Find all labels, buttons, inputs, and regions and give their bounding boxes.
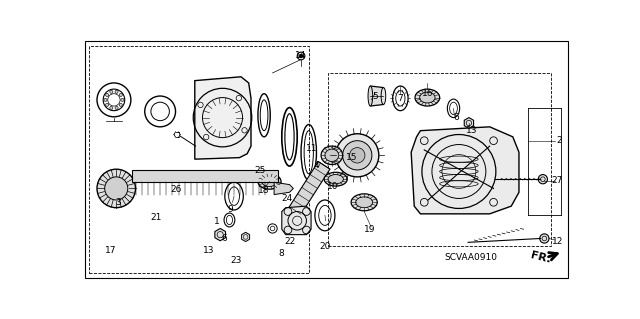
Ellipse shape — [328, 174, 344, 184]
Text: 14: 14 — [294, 51, 306, 60]
Ellipse shape — [349, 148, 365, 163]
Text: 10: 10 — [327, 182, 339, 191]
Text: 17: 17 — [105, 246, 116, 255]
Ellipse shape — [115, 90, 118, 93]
Ellipse shape — [105, 177, 128, 200]
Text: 12: 12 — [552, 237, 563, 246]
Ellipse shape — [351, 194, 378, 211]
Text: 16: 16 — [422, 89, 433, 98]
Ellipse shape — [106, 93, 109, 96]
Ellipse shape — [325, 149, 339, 161]
Ellipse shape — [321, 146, 342, 165]
Text: 13: 13 — [465, 126, 477, 135]
Text: 6: 6 — [454, 113, 460, 122]
Text: 6: 6 — [221, 234, 227, 243]
Text: 13: 13 — [203, 246, 214, 255]
Ellipse shape — [342, 141, 372, 170]
Bar — [90, 46, 308, 273]
Text: 19: 19 — [364, 225, 375, 234]
Text: SCVAA0910: SCVAA0910 — [444, 253, 497, 262]
Text: 8: 8 — [278, 249, 284, 258]
Polygon shape — [195, 77, 251, 159]
Ellipse shape — [104, 98, 107, 101]
Bar — [328, 73, 551, 246]
Text: 4: 4 — [314, 161, 319, 170]
Text: 15: 15 — [346, 153, 358, 162]
Text: 23: 23 — [230, 256, 241, 264]
Text: 5: 5 — [372, 92, 378, 100]
Polygon shape — [242, 232, 250, 241]
Text: 7: 7 — [397, 94, 403, 103]
Text: 11: 11 — [306, 144, 317, 153]
FancyBboxPatch shape — [132, 170, 278, 182]
Text: 9: 9 — [227, 205, 233, 214]
Circle shape — [299, 54, 303, 58]
Ellipse shape — [115, 107, 118, 109]
Text: FR.: FR. — [530, 250, 552, 265]
Polygon shape — [282, 206, 311, 235]
Text: 18: 18 — [259, 186, 270, 195]
Ellipse shape — [97, 169, 136, 208]
Polygon shape — [215, 228, 225, 241]
Ellipse shape — [110, 107, 113, 109]
Ellipse shape — [368, 86, 372, 106]
Text: 1: 1 — [214, 217, 220, 226]
Polygon shape — [464, 118, 474, 128]
Text: 22: 22 — [285, 237, 296, 246]
Ellipse shape — [324, 172, 348, 186]
Polygon shape — [411, 127, 519, 214]
Text: 20: 20 — [319, 242, 331, 251]
Text: 24: 24 — [282, 194, 293, 203]
Ellipse shape — [415, 89, 440, 106]
Polygon shape — [274, 182, 293, 195]
Ellipse shape — [336, 134, 379, 177]
Ellipse shape — [119, 93, 122, 96]
Ellipse shape — [381, 87, 386, 105]
Text: 3: 3 — [115, 198, 121, 207]
Polygon shape — [371, 86, 383, 106]
Ellipse shape — [119, 103, 122, 107]
Text: 25: 25 — [255, 166, 266, 175]
Ellipse shape — [121, 98, 124, 101]
Ellipse shape — [356, 197, 372, 208]
Text: 26: 26 — [171, 185, 182, 195]
Ellipse shape — [110, 90, 113, 93]
Ellipse shape — [262, 176, 277, 187]
Ellipse shape — [420, 92, 435, 103]
Circle shape — [540, 234, 549, 243]
Polygon shape — [285, 162, 330, 221]
Ellipse shape — [106, 103, 109, 107]
Ellipse shape — [258, 174, 281, 189]
Text: 21: 21 — [150, 213, 162, 222]
Text: 27: 27 — [552, 176, 563, 185]
Text: 2: 2 — [556, 136, 562, 145]
Circle shape — [538, 174, 547, 184]
